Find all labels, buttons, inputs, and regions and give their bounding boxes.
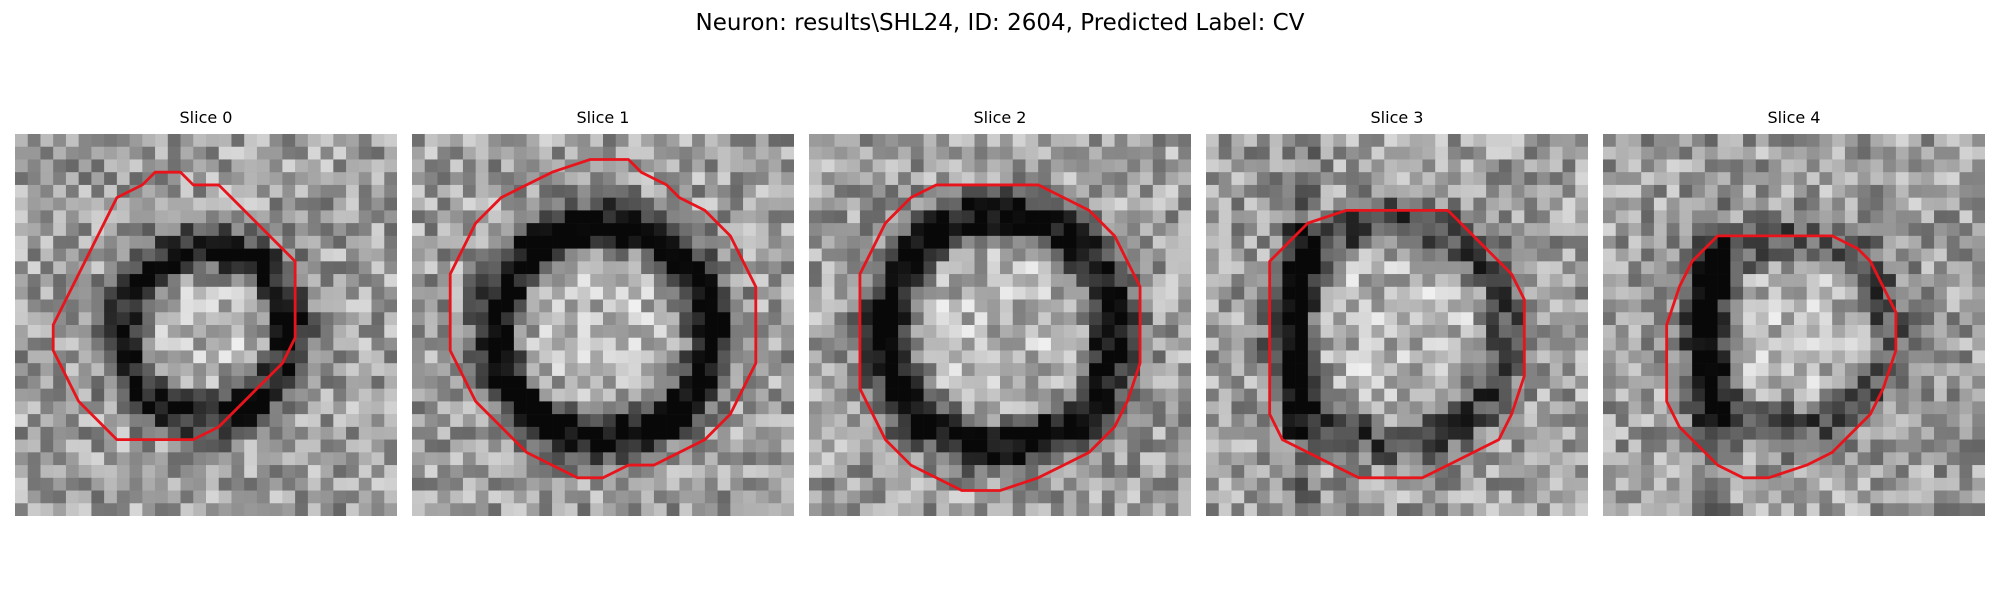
segmentation-contour xyxy=(1268,208,1526,480)
slice-image-1 xyxy=(412,134,794,516)
segmentation-contour xyxy=(1665,234,1898,480)
slice-panel-1: Slice 1 xyxy=(412,108,794,516)
slice-pixels xyxy=(1603,134,1985,516)
slice-pixels xyxy=(1206,134,1588,516)
slice-image-0 xyxy=(15,134,397,516)
slice-pixels xyxy=(15,134,397,516)
slice-pixels xyxy=(412,134,794,516)
slice-pixels xyxy=(809,134,1191,516)
slice-title-1: Slice 1 xyxy=(576,108,630,127)
slice-panel-0: Slice 0 xyxy=(15,108,397,516)
slice-image-3 xyxy=(1206,134,1588,516)
slice-title-0: Slice 0 xyxy=(179,108,233,127)
segmentation-contour xyxy=(448,158,758,480)
slice-title-4: Slice 4 xyxy=(1767,108,1821,127)
slice-title-2: Slice 2 xyxy=(973,108,1027,127)
segmentation-contour xyxy=(51,170,297,442)
figure-title: Neuron: results\SHL24, ID: 2604, Predict… xyxy=(695,10,1305,36)
slice-panel-2: Slice 2 xyxy=(809,108,1191,516)
slice-panel-3: Slice 3 xyxy=(1206,108,1588,516)
slice-title-3: Slice 3 xyxy=(1370,108,1424,127)
segmentation-contour xyxy=(858,183,1142,492)
slice-image-2 xyxy=(809,134,1191,516)
slice-image-4 xyxy=(1603,134,1985,516)
slice-panel-4: Slice 4 xyxy=(1603,108,1985,516)
